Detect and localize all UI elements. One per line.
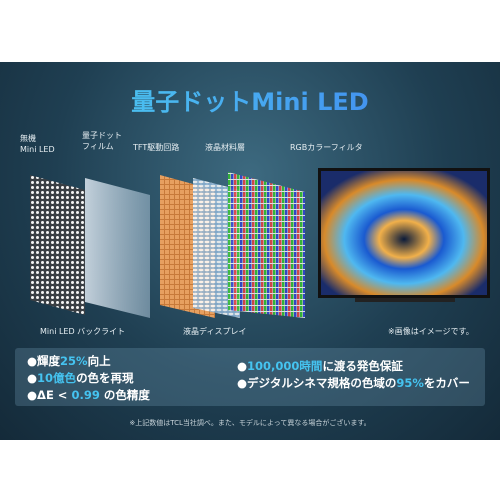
feature-text: の色精度: [99, 388, 150, 402]
tv-screen: [321, 171, 487, 295]
footnote: ※上記数値はTCL当社調べ。また、モデルによって異なる場合がございます。: [129, 419, 371, 427]
feature: デジタルシネマ規格の色域の95%をカバー: [237, 375, 470, 392]
caption: 液晶ディスプレイ: [183, 327, 247, 336]
feature-text: 10億色: [37, 371, 77, 385]
mini-led-layer: [30, 175, 85, 315]
title: 量子ドットMini LED: [0, 82, 500, 117]
layer-label: RGBカラーフィルタ: [290, 143, 363, 152]
features-left: 輝度25%向上10億色の色を再現ΔE < 0.99 の色精度: [27, 353, 150, 404]
feature-text: ΔE <: [37, 388, 72, 402]
features-right: 100,000時間に渡る発色保証デジタルシネマ規格の色域の95%をカバー: [237, 358, 470, 392]
caption: Mini LED バックライト: [40, 327, 126, 336]
feature: 輝度25%向上: [27, 353, 150, 370]
layer-label: TFT駆動回路: [133, 143, 180, 152]
feature-text: に渡る発色保証: [322, 359, 403, 373]
layer-label: 量子ドット フィルム: [82, 130, 122, 152]
feature-text: の色を再現: [76, 371, 134, 385]
feature-text: 95%: [396, 376, 424, 390]
feature-text: 100,000時間: [247, 359, 323, 373]
feature: ΔE < 0.99 の色精度: [27, 387, 150, 404]
layer-label: 液晶材料層: [205, 143, 245, 152]
label-line: フィルム: [82, 142, 114, 151]
feature: 100,000時間に渡る発色保証: [237, 358, 470, 375]
tv-stand: [355, 298, 455, 302]
feature-text: 25%: [60, 354, 88, 368]
feature-text: をカバー: [423, 376, 470, 390]
label-line: 無機: [20, 134, 36, 143]
qd-film-layer: [85, 178, 150, 318]
feature-text: 向上: [87, 354, 111, 368]
feature-text: デジタルシネマ規格の色域の: [247, 376, 397, 390]
layer-label: 無機 Mini LED: [20, 133, 55, 155]
label-line: Mini LED: [20, 145, 55, 154]
feature-text: 輝度: [37, 354, 61, 368]
caption: ※画像はイメージです。: [388, 327, 474, 336]
features-box: 輝度25%向上10億色の色を再現ΔE < 0.99 の色精度 100,000時間…: [15, 348, 485, 406]
feature-text: 0.99: [71, 388, 100, 402]
color-filter-layer: [228, 172, 305, 318]
feature: 10億色の色を再現: [27, 370, 150, 387]
label-line: 量子ドット: [82, 131, 122, 140]
